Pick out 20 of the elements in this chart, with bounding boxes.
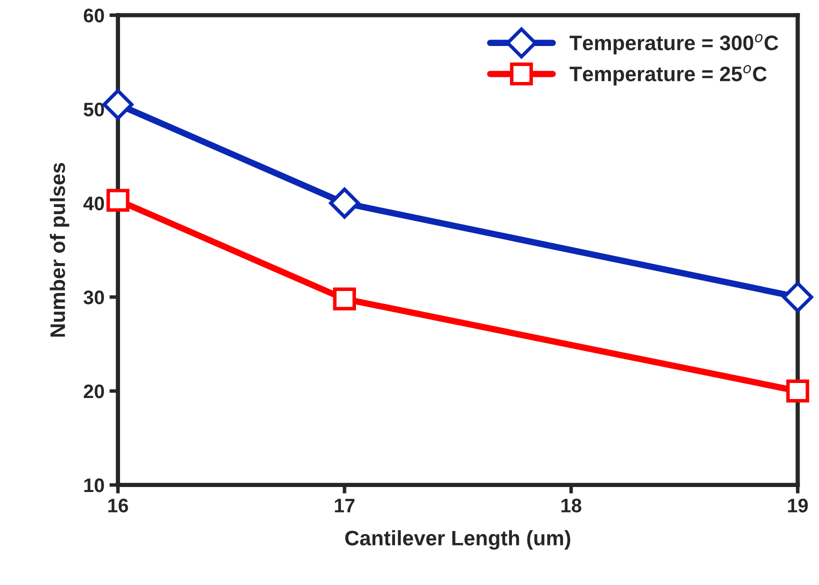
point	[782, 282, 814, 313]
y-tick-label: 40	[83, 196, 104, 210]
x-tick-label: 18	[562, 498, 582, 512]
y-tick-label: 10	[84, 478, 104, 492]
y-tick-label: 60	[84, 8, 104, 22]
x-tick-label: 19	[788, 498, 808, 512]
x-tick-label: 17	[334, 498, 354, 512]
x-tick-label: 16	[108, 498, 128, 512]
point	[333, 287, 356, 310]
point	[329, 188, 360, 219]
point	[102, 88, 134, 120]
legend-label: Temperature = 300$^{o}$C	[570, 34, 778, 54]
legend-label: Temperature = 25$^{o}$C	[570, 65, 767, 86]
x-axis-title: Cantilever Length (um)	[345, 530, 570, 550]
y-tick-label: 30	[84, 290, 104, 304]
y-tick-label: 20	[84, 384, 104, 398]
y-axis-title: Number of pulses	[50, 162, 70, 337]
point	[106, 188, 130, 212]
y-tick-label: 50	[84, 102, 104, 116]
point	[786, 380, 810, 402]
